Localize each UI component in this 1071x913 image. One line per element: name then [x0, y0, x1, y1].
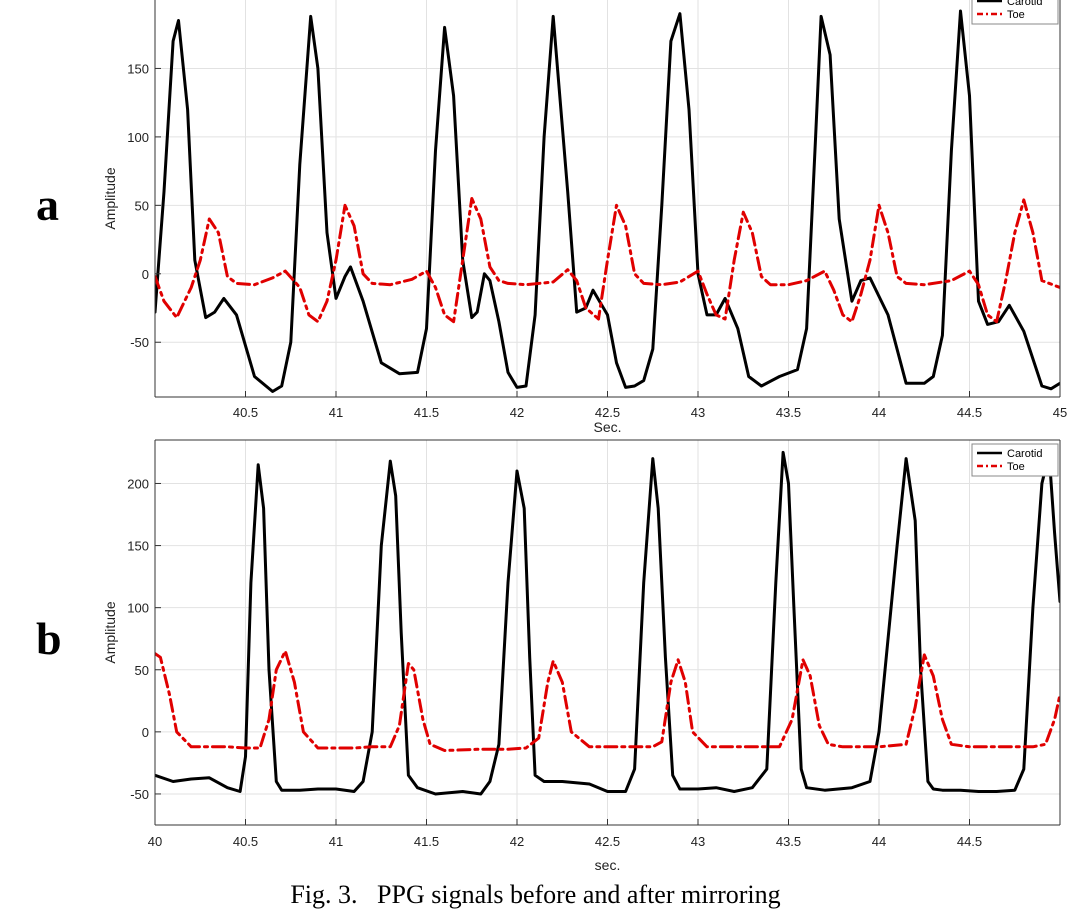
panel-a-x-tick-label: 41 [329, 405, 343, 420]
panel-a-x-tick-label: 45 [1053, 405, 1067, 420]
panel-a-x-tick-label: 43 [691, 405, 705, 420]
chart-panel-a: 40.5 41 41.5 42 42.5 43 43.5 44 44.5 45 -50 0 50 100 1… [102, 0, 1067, 435]
panel-b-x-tick-label: 42.5 [595, 834, 620, 849]
panel-b-y-tick-label: 100 [127, 601, 149, 616]
panel-a-x-axis-label: Sec. [593, 419, 621, 435]
panel-label-b: b [36, 613, 62, 664]
figure-caption: Fig. 3. PPG signals before and after mir… [290, 880, 781, 909]
panel-a-series-toe-line [155, 197, 1060, 324]
chart-panel-b: 40 40.5 41 41.5 42 42.5 43 43.5 44 44.5 -50 0 50 100 1… [102, 439, 1061, 873]
panel-a-x-tick-label: 44.5 [957, 405, 982, 420]
panel-a-x-tick-label: 43.5 [776, 405, 801, 420]
panel-b-y-tick-label: -50 [130, 787, 149, 802]
panel-a-x-tick-label: 42 [510, 405, 524, 420]
panel-a-y-tick-label: 150 [127, 61, 149, 76]
panel-b-series-toe-line [155, 649, 1060, 752]
panel-a-x-tick-label: 44 [872, 405, 886, 420]
panel-a-legend-label-toe: Toe [1007, 9, 1025, 21]
panel-b-x-tick-label: 44 [872, 834, 886, 849]
panel-b-x-tick-label: 40 [148, 834, 162, 849]
panel-a-legend [971, 0, 1059, 25]
panel-a-y-tick-label: 0 [142, 267, 149, 282]
panel-b-y-axis-label: Amplitude [102, 601, 118, 663]
panel-a-y-tick-label: 50 [135, 198, 149, 213]
panel-b-legend-label-toe: Toe [1007, 461, 1025, 473]
panel-a-series-carotid-line [155, 9, 1060, 393]
panel-b-y-tick-label: 0 [142, 725, 149, 740]
panel-b-x-tick-label: 43.5 [776, 834, 801, 849]
panel-a-x-tick-label: 42.5 [595, 405, 620, 420]
panel-b-legend [971, 443, 1059, 477]
panel-a-y-tick-label: 100 [127, 130, 149, 145]
panel-a-x-tick-label: 40.5 [233, 405, 258, 420]
panel-b-series-group [155, 450, 1060, 796]
panel-label-a: a [36, 179, 59, 230]
panel-a-y-axis-label: Amplitude [102, 167, 118, 229]
panel-a-series-group [155, 9, 1060, 393]
panel-b-x-tick-label: 40.5 [233, 834, 258, 849]
panel-b-y-tick-label: 200 [127, 476, 149, 491]
panel-a-x-tick-label: 41.5 [414, 405, 439, 420]
panel-a-y-tick-label: -50 [130, 335, 149, 350]
panel-b-x-tick-label: 42 [510, 834, 524, 849]
panel-b-x-axis-label: sec. [595, 857, 621, 873]
panel-b-x-tick-label: 41 [329, 834, 343, 849]
panel-b-legend-label-carotid: Carotid [1007, 448, 1042, 460]
panel-a-legend-label-carotid: Carotid [1007, 0, 1042, 8]
panel-b-x-tick-label: 43 [691, 834, 705, 849]
panel-b-y-tick-label: 150 [127, 539, 149, 554]
panel-b-x-tick-label: 44.5 [957, 834, 982, 849]
panel-b-x-tick-label: 41.5 [414, 834, 439, 849]
panel-b-y-tick-label: 50 [135, 663, 149, 678]
